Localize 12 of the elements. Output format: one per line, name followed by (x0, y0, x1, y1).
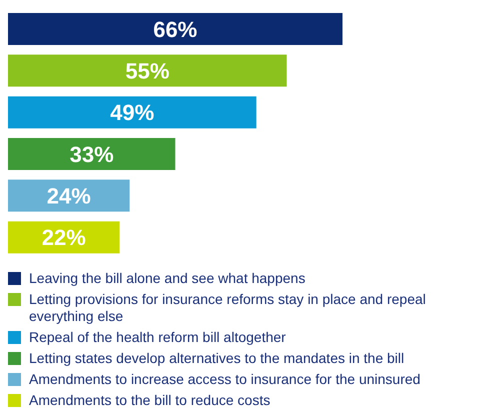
data-label: 24% (46, 183, 91, 208)
data-label: 49% (110, 100, 154, 126)
data-label: 55% (125, 58, 170, 84)
legend-label: Amendments to the bill to reduce costs (29, 392, 270, 409)
legend-label: Repeal of the health reform bill altogether (29, 329, 286, 346)
data-label: 66% (153, 16, 198, 42)
data-label: 22% (42, 225, 86, 250)
legend-label: Letting states develop alternatives to the mandates in the bill (29, 350, 404, 367)
data-label: 33% (70, 142, 114, 167)
legend-label: Amendments to increase access to insurance for the uninsured (29, 371, 420, 388)
legend-label: Leaving the bill alone and see what happens (29, 270, 306, 287)
legend-label: Letting provisions for insurance reforms stay in place and repeal everything else (29, 291, 427, 325)
